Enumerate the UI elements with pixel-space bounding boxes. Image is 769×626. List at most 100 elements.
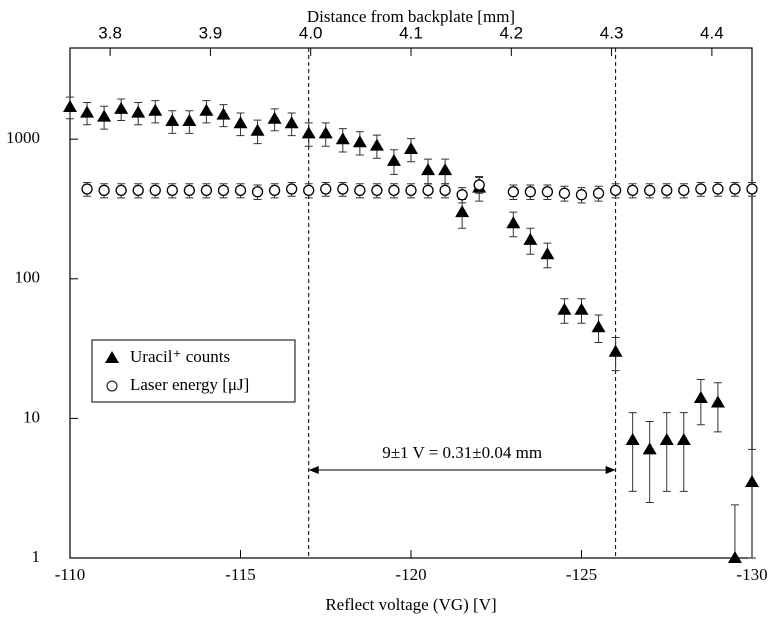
data-point xyxy=(558,187,571,199)
data-point xyxy=(693,390,708,403)
data-point xyxy=(285,183,298,195)
annotation: 9±1 V = 0.31±0.04 mm xyxy=(382,443,542,462)
data-point xyxy=(97,109,112,122)
data-point xyxy=(217,184,230,197)
data-point xyxy=(165,113,180,126)
data-point xyxy=(371,184,383,197)
data-point xyxy=(456,189,468,201)
data-point xyxy=(676,433,691,446)
data-point xyxy=(659,433,674,446)
data-point xyxy=(627,184,639,197)
data-point xyxy=(422,184,434,197)
x2-tick-label: 4.3 xyxy=(600,23,624,42)
data-point xyxy=(540,247,555,260)
data-point xyxy=(541,186,554,198)
data-point xyxy=(250,123,265,136)
data-point xyxy=(166,184,178,197)
x-tick-label: -110 xyxy=(55,565,86,584)
data-point xyxy=(320,183,332,195)
data-point xyxy=(404,142,418,155)
error-bar xyxy=(679,412,688,492)
x-tick-label: -130 xyxy=(736,565,767,584)
data-point xyxy=(455,205,470,218)
data-point xyxy=(678,184,690,197)
data-point xyxy=(574,302,589,315)
data-point xyxy=(216,107,231,120)
data-point xyxy=(63,100,77,113)
data-point xyxy=(284,116,299,129)
data-point xyxy=(354,184,366,197)
legend-label: Laser energy [μJ] xyxy=(130,375,249,394)
data-point xyxy=(386,153,401,166)
data-point xyxy=(352,135,367,148)
data-point xyxy=(335,132,350,145)
x2-tick-label: 3.8 xyxy=(98,23,122,42)
data-point xyxy=(745,475,759,488)
error-bar xyxy=(628,412,637,492)
legend-label: Uracil⁺ counts xyxy=(130,347,230,366)
data-point xyxy=(388,184,400,197)
x-tick-label: -115 xyxy=(225,565,256,584)
data-point xyxy=(523,232,538,245)
x-axis-label: Reflect voltage (VG) [V] xyxy=(325,595,496,614)
data-point xyxy=(267,111,282,124)
data-point xyxy=(199,103,214,116)
data-point xyxy=(421,163,436,176)
error-bar xyxy=(730,504,739,559)
data-point xyxy=(695,183,707,195)
x2-tick-label: 4.4 xyxy=(700,23,724,42)
error-bar xyxy=(645,421,654,503)
data-point xyxy=(609,184,622,197)
data-point xyxy=(575,189,588,201)
data-point xyxy=(148,103,163,116)
data-point xyxy=(473,179,485,191)
data-point xyxy=(712,183,724,195)
data-point xyxy=(524,186,536,198)
x2-axis-label: Distance from backplate [mm] xyxy=(307,7,515,26)
x2-tick-label: 4.1 xyxy=(399,23,423,42)
data-point xyxy=(729,183,741,195)
data-point xyxy=(591,320,606,333)
data-point xyxy=(439,184,451,197)
data-point xyxy=(369,138,384,151)
x-tick-label: -125 xyxy=(566,565,597,584)
data-point xyxy=(592,187,605,199)
data-point xyxy=(183,184,196,197)
data-point xyxy=(303,184,315,197)
data-point xyxy=(642,442,657,455)
x2-tick-label: 4.0 xyxy=(299,23,323,42)
data-point xyxy=(251,186,264,198)
data-point xyxy=(438,163,453,176)
data-point xyxy=(746,183,758,195)
data-point xyxy=(625,433,640,446)
data-point xyxy=(182,113,197,126)
data-point xyxy=(81,183,93,195)
data-point xyxy=(98,184,110,197)
data-point xyxy=(132,184,144,197)
data-point xyxy=(644,184,656,197)
data-point xyxy=(557,302,572,315)
data-point xyxy=(318,126,333,139)
data-point xyxy=(114,101,129,114)
data-point xyxy=(405,184,417,197)
data-point xyxy=(506,216,521,229)
x2-tick-label: 4.2 xyxy=(499,23,523,42)
legend-symbol xyxy=(105,351,119,363)
error-bar xyxy=(748,448,756,559)
data-point xyxy=(710,395,725,408)
data-point xyxy=(301,126,316,139)
data-point xyxy=(234,184,247,197)
data-point xyxy=(727,551,742,563)
y-tick-label: 1000 xyxy=(6,128,40,147)
x2-tick-label: 3.9 xyxy=(199,23,223,42)
legend-symbol xyxy=(106,380,118,392)
data-point xyxy=(268,184,281,197)
x-tick-label: -120 xyxy=(395,565,426,584)
y-tick-label: 10 xyxy=(23,407,40,426)
data-point xyxy=(200,184,213,197)
data-point xyxy=(661,184,673,197)
data-point xyxy=(507,186,519,198)
data-point xyxy=(608,344,623,357)
data-point xyxy=(115,184,127,197)
